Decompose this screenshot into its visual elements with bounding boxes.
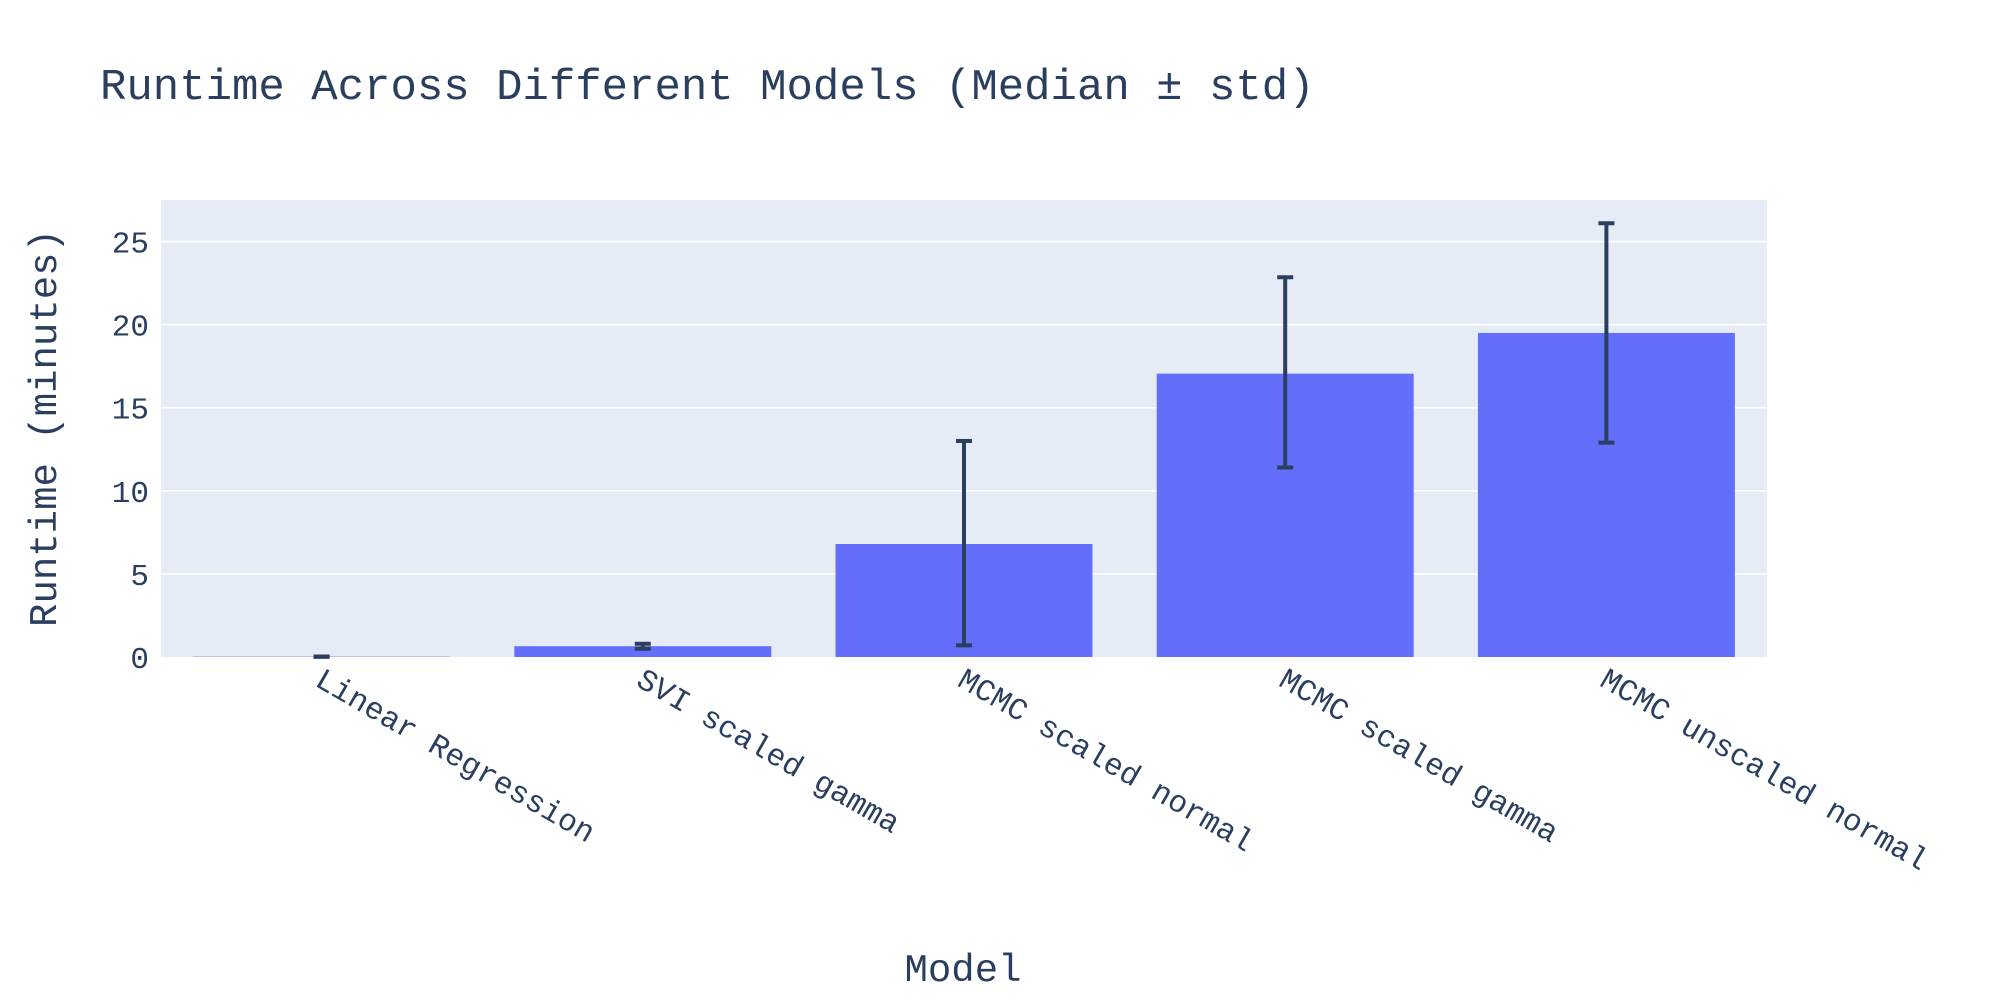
x-axis-title: Model: [904, 949, 1021, 993]
error-bars: [313, 221, 1615, 659]
y-axis-title: Runtime (minutes): [24, 229, 68, 627]
y-axis-ticks: 0 5 10 15 20 25: [112, 228, 149, 678]
x-tick-label: MCMC scaled normal: [951, 663, 1258, 861]
y-tick-label: 15: [112, 394, 149, 429]
x-axis-ticks: Linear Regression SVI scaled gamma MCMC sc…: [309, 663, 1934, 879]
x-tick-label: Linear Regression: [309, 663, 600, 851]
bar-1: [514, 646, 772, 657]
error-bar-4: [1598, 221, 1615, 445]
error-bar-2: [956, 438, 972, 648]
chart-title: Runtime Across Different Models (Median …: [100, 63, 1315, 113]
y-tick-label: 0: [130, 643, 149, 678]
x-tick-label: SVI scaled gamma: [630, 663, 905, 842]
x-tick-label: MCMC unscaled normal: [1593, 663, 1933, 879]
y-tick-label: 5: [130, 560, 149, 595]
y-tick-label: 20: [112, 311, 149, 346]
error-bar-1: [634, 641, 651, 651]
x-tick-label: MCMC scaled gamma: [1272, 663, 1563, 851]
y-tick-label: 10: [112, 477, 149, 512]
error-bar-3: [1277, 275, 1294, 470]
y-tick-label: 25: [112, 228, 149, 263]
